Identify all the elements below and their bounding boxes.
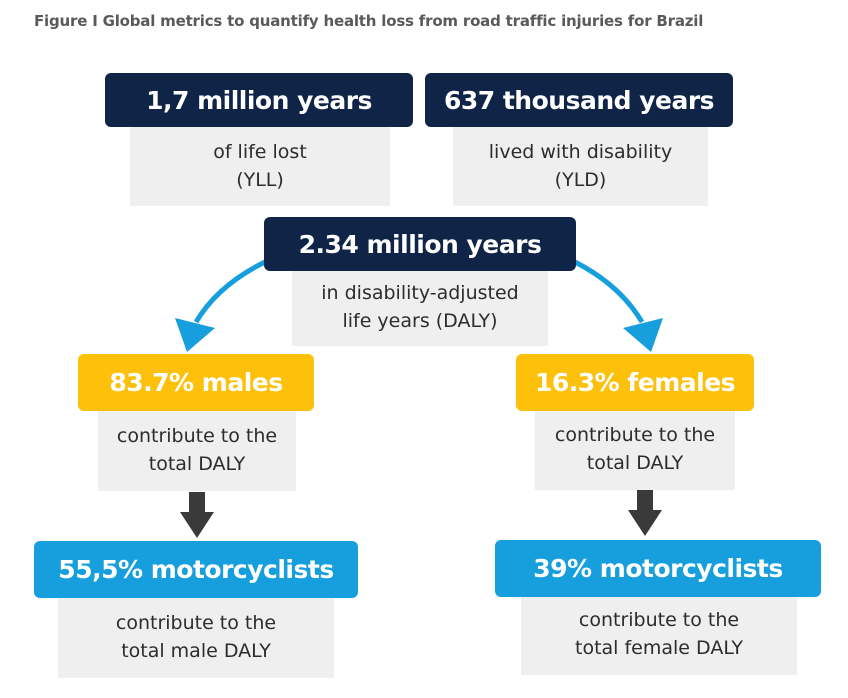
arrow-to-female-motorcyclists-head (628, 510, 662, 536)
yld-value: 637 thousand years (425, 73, 733, 127)
arrow-to-females-head (623, 318, 663, 352)
females-description: contribute to the total DALY (535, 408, 735, 490)
figure-title: Figure I Global metrics to quantify heal… (34, 12, 704, 30)
females-desc-line1: contribute to the (554, 424, 716, 446)
male-motorcyclists-value: 55,5% motorcyclists (34, 541, 358, 598)
yld-desc-line1: lived with disability (488, 141, 673, 163)
daly-value: 2.34 million years (264, 217, 576, 271)
arrow-to-males (193, 259, 267, 324)
yll-desc-line2: (YLL) (236, 169, 284, 191)
arrow-to-females (573, 259, 645, 324)
arrow-to-male-motorcyclists-head (180, 512, 214, 538)
arrow-to-female-motorcyclists-shaft (637, 490, 653, 512)
males-value: 83.7% males (78, 354, 314, 411)
daly-desc-line2: life years (DALY) (342, 310, 498, 332)
arrow-to-male-motorcyclists-shaft (189, 492, 205, 514)
female-motorcyclists-desc-line1: contribute to the (578, 609, 740, 631)
female-motorcyclists-value: 39% motorcyclists (495, 540, 821, 597)
males-desc-line2: total DALY (148, 453, 246, 475)
daly-desc-line1: in disability-adjusted (321, 282, 519, 304)
female-motorcyclists-desc-line2: total female DALY (575, 637, 743, 659)
yll-description: of life lost (YLL) (130, 126, 390, 206)
female-motorcyclists-description: contribute to the total female DALY (521, 593, 797, 675)
females-desc-line2: total DALY (586, 452, 684, 474)
males-desc-line1: contribute to the (116, 425, 278, 447)
yld-desc-line2: (YLD) (554, 169, 607, 191)
male-motorcyclists-desc-line1: contribute to the (115, 612, 277, 634)
male-motorcyclists-description: contribute to the total male DALY (58, 596, 334, 678)
daly-description: in disability-adjusted life years (DALY) (292, 268, 548, 346)
females-value: 16.3% females (516, 354, 754, 411)
yll-value: 1,7 million years (105, 73, 413, 127)
yll-desc-line1: of life lost (213, 141, 307, 163)
male-motorcyclists-desc-line2: total male DALY (121, 640, 271, 662)
arrow-to-males-head (175, 318, 215, 352)
yld-description: lived with disability (YLD) (453, 126, 708, 206)
males-description: contribute to the total DALY (98, 409, 296, 491)
